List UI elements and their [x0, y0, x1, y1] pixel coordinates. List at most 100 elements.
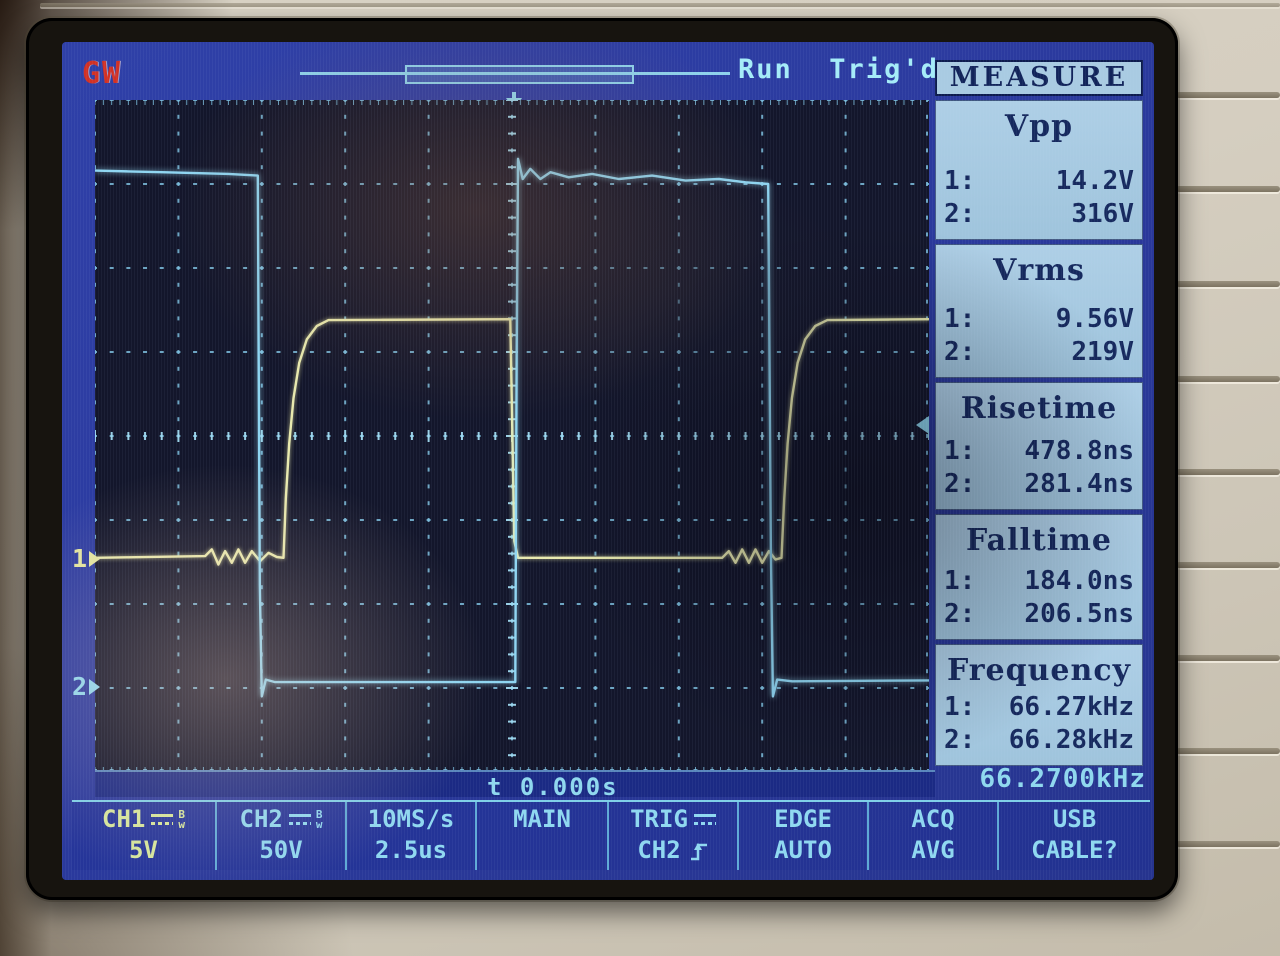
- measure-title: Vrms: [993, 253, 1085, 288]
- run-status-label: Run: [738, 54, 793, 85]
- measure-value: 14.2V: [1055, 166, 1134, 196]
- measure-row: 1: 478.8ns: [944, 435, 1134, 468]
- brand-logo: GW: [82, 56, 123, 91]
- measure-value: 316V: [1071, 199, 1134, 229]
- measure-row: 2: 316V: [944, 198, 1134, 231]
- measure-section-frequency: Frequency 1: 66.27kHz 2: 66.28kHz: [935, 644, 1143, 766]
- menu-acquire-mode[interactable]: ACQ AVG: [869, 802, 999, 870]
- case-groove: [40, 3, 1280, 7]
- measure-row: 2: 281.4ns: [944, 468, 1134, 501]
- measure-row: 2: 66.28kHz: [944, 724, 1134, 757]
- menu-value: 2.5us: [374, 836, 448, 864]
- oscilloscope-screen: GW Run Trig'd 1 2 MEASURE Vpp 1: 14.2V 2:…: [62, 42, 1154, 880]
- ch2-ground-marker: 2: [72, 672, 101, 701]
- menu-value: CABLE?: [1031, 836, 1118, 864]
- menu-sample-rate[interactable]: 10MS/s 2.5us: [347, 802, 477, 870]
- channel-label: 1:: [944, 692, 976, 722]
- case-groove: [1176, 469, 1280, 475]
- measure-value: 281.4ns: [1024, 469, 1134, 499]
- measure-title: Vpp: [1004, 109, 1074, 144]
- menu-value: AVG: [911, 836, 955, 864]
- case-groove: [1176, 841, 1280, 847]
- case-groove: [1176, 186, 1280, 192]
- measure-title: Risetime: [960, 391, 1118, 426]
- menu-label: MAIN: [513, 805, 571, 833]
- measure-section-risetime: Risetime 1: 478.8ns 2: 281.4ns: [935, 382, 1143, 510]
- menu-label: ACQ: [911, 805, 955, 833]
- case-groove: [1176, 748, 1280, 754]
- measure-value: 219V: [1071, 337, 1134, 367]
- channel-label: 1:: [944, 436, 976, 466]
- dc-coupling-icon: [288, 813, 311, 826]
- measure-value: 66.28kHz: [1008, 725, 1134, 755]
- menu-label: CH2: [239, 805, 283, 833]
- acquisition-status: Run Trig'd: [738, 54, 948, 85]
- memory-window-indicator: [405, 65, 634, 84]
- measure-value: 478.8ns: [1024, 436, 1134, 466]
- measure-value: 206.5ns: [1024, 599, 1134, 629]
- trigger-status-label: Trig'd: [829, 54, 939, 85]
- channel-label: 2:: [944, 599, 976, 629]
- channel-label: 2:: [944, 725, 976, 755]
- menu-trigger-mode[interactable]: EDGE AUTO: [739, 802, 869, 870]
- dc-coupling-icon: [693, 813, 716, 826]
- dc-coupling-icon: [151, 813, 174, 826]
- right-arrow-icon: [89, 550, 101, 567]
- measure-row: 1: 9.56V: [944, 303, 1134, 336]
- measure-row: 1: 184.0ns: [944, 565, 1134, 598]
- menu-value: 50V: [259, 836, 303, 864]
- measure-value: 66.27kHz: [1008, 692, 1134, 722]
- measure-row: 1: 14.2V: [944, 165, 1134, 198]
- measure-value: 9.56V: [1055, 304, 1134, 334]
- rising-edge-icon: [690, 842, 707, 860]
- measure-value: 184.0ns: [1024, 566, 1134, 596]
- ch1-trace: [95, 317, 929, 566]
- horizontal-status-bar: t 0.000s: [95, 770, 935, 801]
- ch2-marker-label: 2: [72, 672, 88, 701]
- menu-label: EDGE: [774, 805, 832, 833]
- menu-trigger-source[interactable]: TRIG CH2: [609, 802, 739, 870]
- measure-panel: Vpp 1: 14.2V 2: 316V Vrms 1: 9.56V 2: 219V R…: [935, 100, 1143, 766]
- measure-section-vrms: Vrms 1: 9.56V 2: 219V: [935, 244, 1143, 378]
- case-groove: [1176, 376, 1280, 382]
- frequency-counter-readout: 66.2700kHz: [979, 764, 1146, 794]
- channel-label: 1:: [944, 166, 976, 196]
- menu-label: CH1: [102, 805, 146, 833]
- channel-label: 1:: [944, 304, 976, 334]
- case-groove: [1176, 562, 1280, 568]
- menu-main-timebase[interactable]: MAIN: [477, 802, 609, 870]
- measure-panel-title: MEASURE: [935, 60, 1143, 96]
- ch2-trace: [95, 157, 929, 698]
- ch1-ground-marker: 1: [72, 544, 101, 573]
- waveform-graticule: [95, 100, 929, 772]
- menu-label: TRIG: [630, 805, 688, 833]
- menu-value: AUTO: [774, 836, 832, 864]
- measure-title: Frequency: [946, 653, 1132, 688]
- measure-row: 2: 219V: [944, 336, 1134, 369]
- right-arrow-icon: [89, 678, 101, 695]
- case-groove: [1176, 655, 1280, 661]
- case-groove: [1176, 281, 1280, 287]
- menu-value: CH2: [637, 836, 681, 864]
- menu-label: USB: [1052, 805, 1097, 833]
- channel-label: 2:: [944, 337, 976, 367]
- case-groove: [1176, 92, 1280, 98]
- measure-row: 1: 66.27kHz: [944, 691, 1134, 724]
- menu-value: 5V: [129, 836, 158, 864]
- measure-section-vpp: Vpp 1: 14.2V 2: 316V: [935, 100, 1143, 240]
- trigger-time-readout: t 0.000s: [487, 773, 619, 801]
- menu-usb-status[interactable]: USB CABLE?: [999, 802, 1150, 870]
- channel-label: 1:: [944, 566, 976, 596]
- ch1-marker-label: 1: [72, 544, 88, 573]
- channel-label: 2:: [944, 199, 976, 229]
- menu-label: 10MS/s: [367, 805, 455, 833]
- measure-title: Falltime: [966, 523, 1112, 558]
- waveform-plot: [95, 100, 929, 772]
- channel-label: 2:: [944, 469, 976, 499]
